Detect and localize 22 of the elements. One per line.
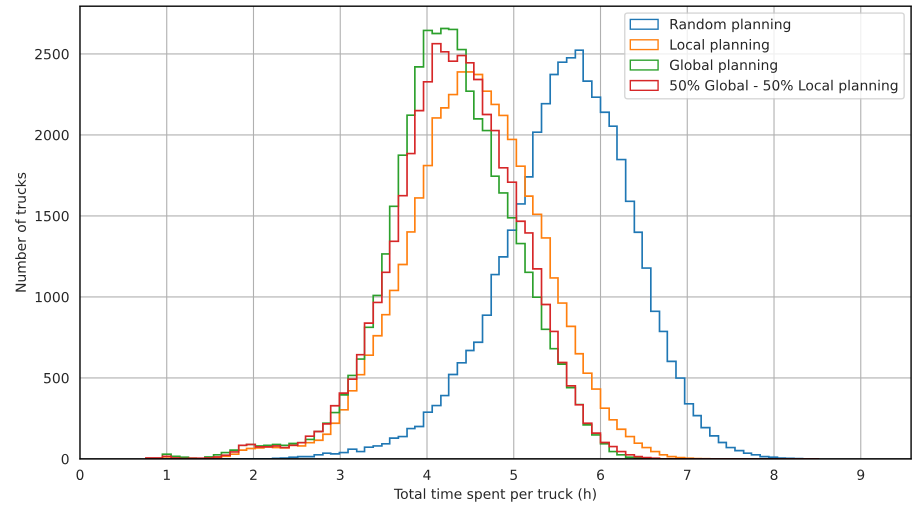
x-axis-title: Total time spent per truck (h) (394, 488, 596, 502)
y-tick-label: 2500 (35, 48, 69, 60)
x-tick-label: 3 (336, 470, 344, 480)
y-tick-label: 0 (62, 454, 69, 464)
legend-label: Global planning (670, 59, 777, 73)
x-tick-label: 8 (770, 470, 778, 480)
y-axis-title: Number of trucks (15, 172, 26, 292)
y-tick-label: 2000 (35, 130, 69, 140)
x-tick-label: 7 (684, 470, 690, 480)
y-tick-label: 500 (44, 372, 69, 384)
legend-label: Random planning (670, 18, 790, 32)
x-tick-label: 1 (164, 470, 170, 480)
x-tick-label: 0 (76, 470, 84, 480)
x-tick-label: 5 (510, 470, 517, 480)
y-tick-label: 1000 (36, 292, 69, 302)
x-tick-label: 4 (423, 470, 431, 480)
x-tick-label: 9 (857, 470, 864, 480)
legend-label: 50% Global - 50% Local planning (670, 80, 898, 94)
x-tick-label: 2 (250, 470, 257, 480)
legend-label: Local planning (670, 39, 769, 52)
x-tick-label: 6 (597, 470, 604, 480)
y-tick-label: 1500 (36, 210, 69, 222)
